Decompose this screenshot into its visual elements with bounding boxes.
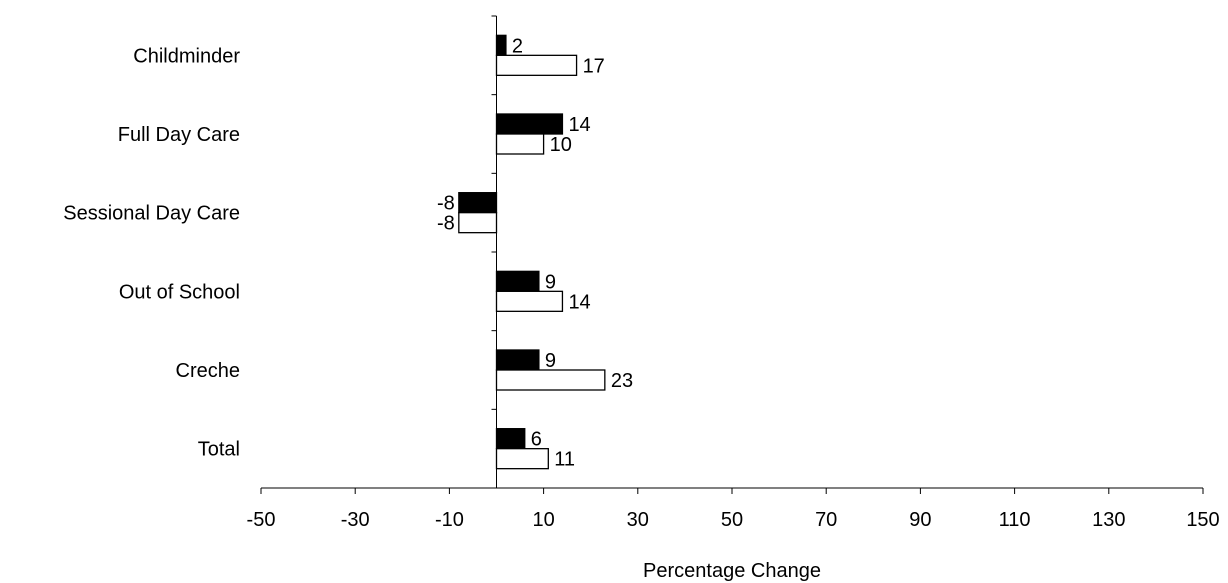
y-axis-ticks: [491, 15, 497, 489]
x-tick-label: 90: [909, 509, 931, 531]
x-tick-label: 30: [627, 509, 649, 531]
x-tick-label: 130: [1092, 509, 1125, 531]
bar: [458, 192, 498, 214]
data-label: -8: [437, 193, 455, 215]
data-label: 14: [568, 291, 590, 313]
data-label: 10: [550, 134, 572, 156]
category-label: Full Day Care: [118, 124, 240, 146]
bar: [495, 448, 549, 470]
category-label: Total: [198, 439, 240, 461]
bar: [495, 270, 540, 292]
x-tick-label: 10: [532, 509, 554, 531]
category-label: Sessional Day Care: [63, 203, 240, 225]
bar: [495, 133, 545, 155]
axes: -50 -30 -10 10 30 50 70 90 110 130 150: [247, 15, 1220, 531]
data-label: 9: [545, 271, 556, 293]
bar: [495, 349, 540, 371]
x-axis-label: Percentage Change: [643, 560, 821, 582]
category-labels: Childminder Full Day Care Sessional Day Ca…: [63, 45, 240, 460]
category-label: Out of School: [119, 281, 240, 303]
x-axis-ticks: -50 -30 -10 10 30 50 70 90 110 130 150: [247, 488, 1220, 531]
data-label: 11: [554, 449, 575, 471]
x-tick-label: 50: [721, 509, 743, 531]
bar: [495, 290, 564, 312]
bars: [458, 34, 606, 470]
data-label: 6: [531, 429, 542, 451]
bar: [458, 212, 498, 234]
data-label: 9: [545, 350, 556, 372]
x-tick-label: 70: [815, 509, 837, 531]
bar: [495, 54, 578, 76]
x-tick-label: -50: [247, 509, 276, 531]
data-label: 23: [611, 370, 633, 392]
bar: [495, 369, 606, 391]
x-tick-label: -10: [435, 509, 464, 531]
bar: [495, 34, 507, 56]
bar: [495, 113, 564, 135]
category-label: Creche: [176, 360, 240, 382]
category-label: Childminder: [133, 45, 240, 67]
data-label: 2: [512, 35, 523, 57]
x-tick-label: -30: [341, 509, 370, 531]
bar: [495, 428, 526, 450]
data-label: 17: [583, 55, 605, 77]
x-tick-label: 110: [999, 509, 1031, 531]
data-label: 14: [568, 114, 590, 136]
data-label: -8: [437, 213, 455, 235]
x-tick-label: 150: [1186, 509, 1219, 531]
